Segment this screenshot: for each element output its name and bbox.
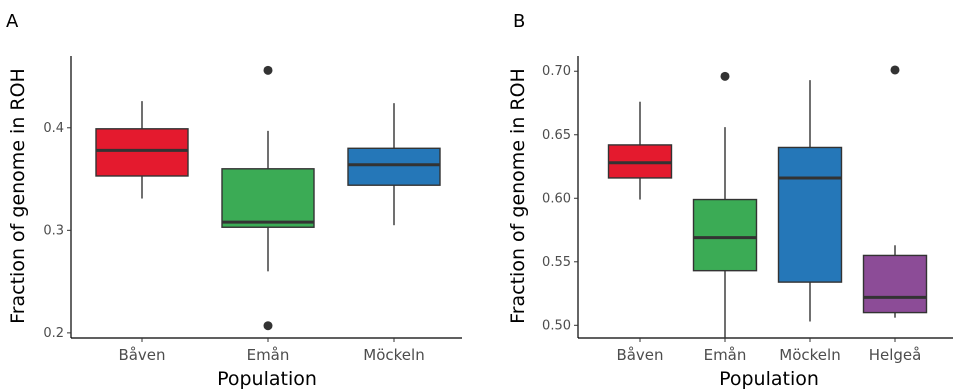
panel-a-y-tick-label: 0.2: [43, 326, 64, 341]
panel-a-x-axis-title: Population: [217, 368, 317, 390]
panel-b-x-axis-title: Population: [719, 368, 819, 390]
panel-b-x-tick-label: Helgeå: [869, 346, 922, 364]
panel-b-y-tick-label: 0.60: [542, 191, 571, 206]
outlier-point: [720, 71, 730, 81]
panel-b-y-axis-title: Fraction of genome in ROH: [507, 68, 529, 324]
panel-a-box-1: [95, 101, 189, 199]
panel-a-box-2: [221, 65, 315, 331]
outlier-point: [263, 321, 273, 331]
box-iqr: [777, 146, 843, 283]
panel-b-ticks: 0.50 0.55 0.60 0.65 0.70 Båven Emån Möckeln Helg…: [542, 64, 921, 364]
panel-a-boxes: [95, 65, 441, 331]
panel-b-y-tick-label: 0.50: [542, 318, 571, 333]
box-iqr: [221, 168, 315, 228]
panel-b-x-tick-label: Möckeln: [779, 346, 840, 364]
panel-a-x-tick-label: Möckeln: [363, 346, 424, 364]
box-iqr: [347, 147, 441, 186]
panel-a-ticks: 0.2 0.3 0.4 Båven Emån Möckeln: [43, 121, 424, 364]
panel-a-y-tick-label: 0.4: [43, 121, 64, 136]
panel-b-letter: B: [513, 11, 525, 32]
outlier-point: [890, 65, 900, 75]
panel-a-x-tick-label: Båven: [118, 346, 165, 364]
panel-b-y-tick-label: 0.55: [542, 255, 571, 270]
panel-b-x-tick-label: Emån: [704, 346, 747, 364]
panel-a-letter: A: [6, 11, 19, 32]
panel-b-box-3: [777, 80, 843, 322]
box-iqr: [95, 128, 189, 177]
panel-b-box-2: [692, 71, 758, 338]
panel-a-box-3: [347, 103, 441, 226]
panel-a: A Fraction of genome in ROH Population 0…: [6, 11, 462, 390]
panel-b-x-tick-label: Båven: [616, 346, 663, 364]
panel-b-y-tick-label: 0.65: [542, 128, 571, 143]
panel-b-box-4: [862, 65, 928, 318]
box-iqr: [692, 198, 758, 272]
panel-b-boxes: [607, 65, 928, 338]
panel-a-x-tick-label: Emån: [247, 346, 290, 364]
panel-a-y-tick-label: 0.3: [43, 223, 64, 238]
panel-a-y-axis-title: Fraction of genome in ROH: [7, 68, 29, 324]
panel-b: B Fraction of genome in ROH Population 0…: [507, 11, 953, 390]
panel-b-box-1: [607, 101, 673, 200]
box-iqr: [862, 254, 928, 314]
outlier-point: [263, 65, 273, 75]
panel-b-y-tick-label: 0.70: [542, 64, 571, 79]
